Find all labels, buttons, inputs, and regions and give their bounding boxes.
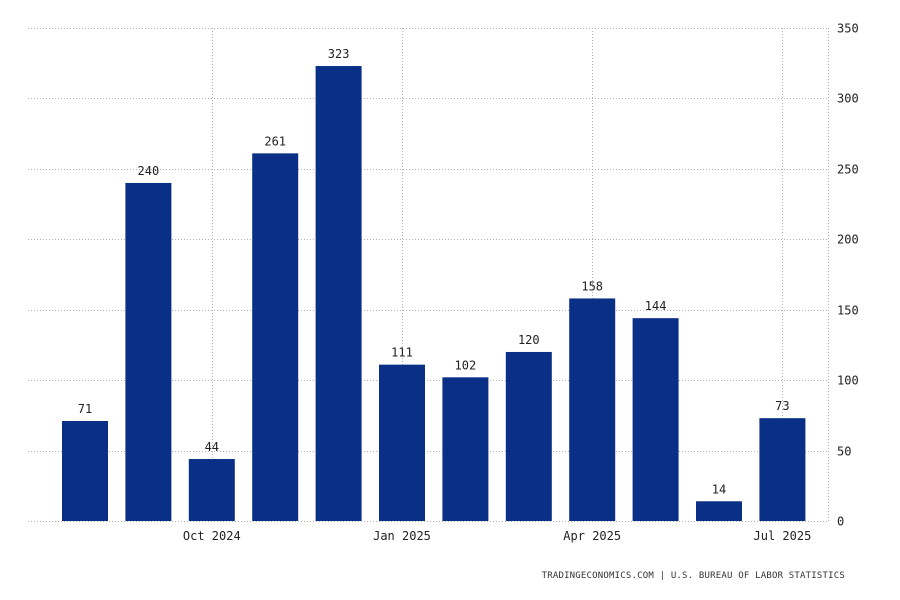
bar-value-label: 73	[775, 399, 789, 413]
gridlines	[28, 28, 829, 522]
bar-value-label: 240	[138, 164, 160, 178]
x-tick-label: Oct 2024	[183, 529, 241, 543]
bar-value-label: 323	[328, 47, 350, 61]
bar	[315, 66, 362, 521]
bar	[505, 351, 552, 521]
bar-value-label: 102	[455, 358, 477, 372]
y-tick-label: 100	[837, 374, 859, 388]
bar	[252, 153, 299, 521]
bar-value-label: 158	[581, 279, 603, 293]
y-tick-label: 150	[837, 304, 859, 318]
bar-value-label: 111	[391, 346, 413, 360]
y-axis: 0 50 100 150 200 250 300 350	[837, 22, 859, 529]
bars	[62, 66, 806, 521]
x-tick-label: Jul 2025	[754, 529, 812, 543]
y-tick-label: 50	[837, 445, 851, 459]
y-tick-label: 350	[837, 22, 859, 36]
bar-value-label: 71	[78, 402, 92, 416]
bar-value-label: 261	[264, 134, 286, 148]
y-tick-label: 250	[837, 163, 859, 177]
bar-value-label: 14	[712, 482, 726, 496]
bar	[379, 364, 425, 521]
bar	[442, 377, 489, 521]
bar	[188, 459, 235, 521]
y-tick-label: 200	[837, 233, 859, 247]
y-tick-label: 0	[837, 515, 844, 529]
bar-value-label: 144	[645, 299, 667, 313]
x-tick-label: Apr 2025	[563, 529, 621, 543]
source-credit: TRADINGECONOMICS.COM | U.S. BUREAU OF LA…	[541, 571, 845, 581]
data-labels: 71 240 44 261 323 111 102 120 158 144 14 73	[78, 47, 790, 496]
bar	[759, 418, 806, 521]
bar	[632, 318, 679, 521]
bar	[62, 420, 108, 521]
bar	[569, 298, 616, 521]
x-tick-label: Jan 2025	[373, 529, 431, 543]
x-axis: Oct 2024 Jan 2025 Apr 2025 Jul 2025	[183, 529, 811, 543]
bar	[125, 182, 172, 521]
bar-value-label: 44	[205, 440, 219, 454]
y-tick-label: 300	[837, 92, 859, 106]
bar	[696, 501, 742, 521]
bar-value-label: 120	[518, 333, 540, 347]
